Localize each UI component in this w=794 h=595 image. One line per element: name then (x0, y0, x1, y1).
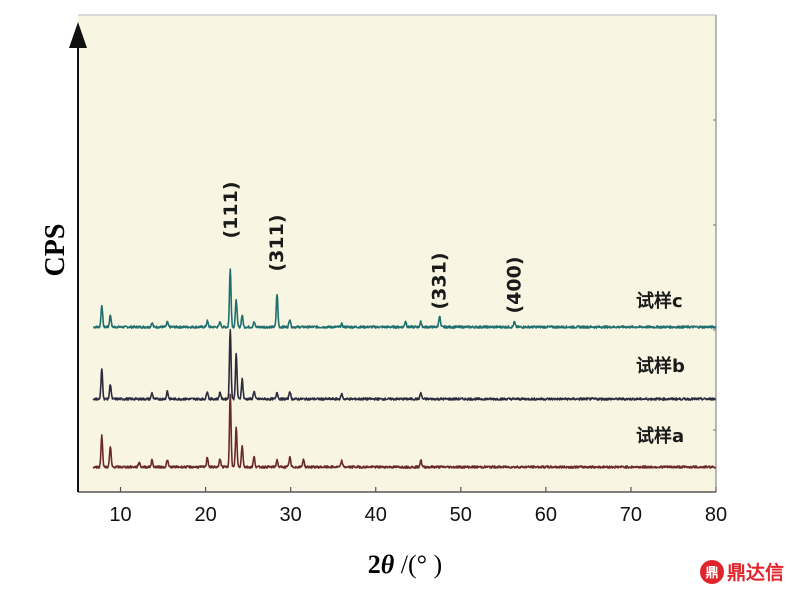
x-tick-label: 40 (365, 504, 387, 526)
series-line-2 (92, 329, 717, 401)
peak-label: (311) (266, 214, 288, 271)
x-tick-label: 70 (620, 504, 642, 526)
series-label: 试样c (636, 290, 683, 312)
x-tick-label: 30 (280, 504, 302, 526)
x-tick-label: 10 (109, 504, 131, 526)
x-tick-label: 20 (194, 504, 216, 526)
series-label: 试样a (636, 425, 684, 447)
peak-label: (400) (503, 256, 525, 313)
x-tick-label: 60 (535, 504, 557, 526)
series-line-1 (92, 268, 717, 329)
watermark: 鼎 鼎达信 (699, 558, 784, 585)
x-axis-title: 2θ /(° ) (368, 550, 442, 579)
series-line-3 (92, 393, 717, 469)
y-axis-arrow-icon (69, 22, 87, 48)
watermark-text: 鼎达信 (726, 562, 784, 584)
peak-label: (331) (429, 252, 451, 309)
plot-background (78, 15, 716, 492)
axes-layer (69, 14, 717, 493)
x-tick-label: 50 (450, 504, 472, 526)
series-label: 试样b (636, 355, 685, 377)
y-axis-title: CPS (40, 224, 71, 277)
watermark-logo-icon: 鼎 (699, 559, 724, 584)
labels-layer: 10 20 30 40 50 60 70 80 2θ /(° ) CPS (111) (311) (33… (40, 181, 727, 579)
series-layer (92, 268, 717, 469)
x-tick-label: 80 (705, 504, 727, 526)
peak-label: (111) (220, 181, 242, 238)
